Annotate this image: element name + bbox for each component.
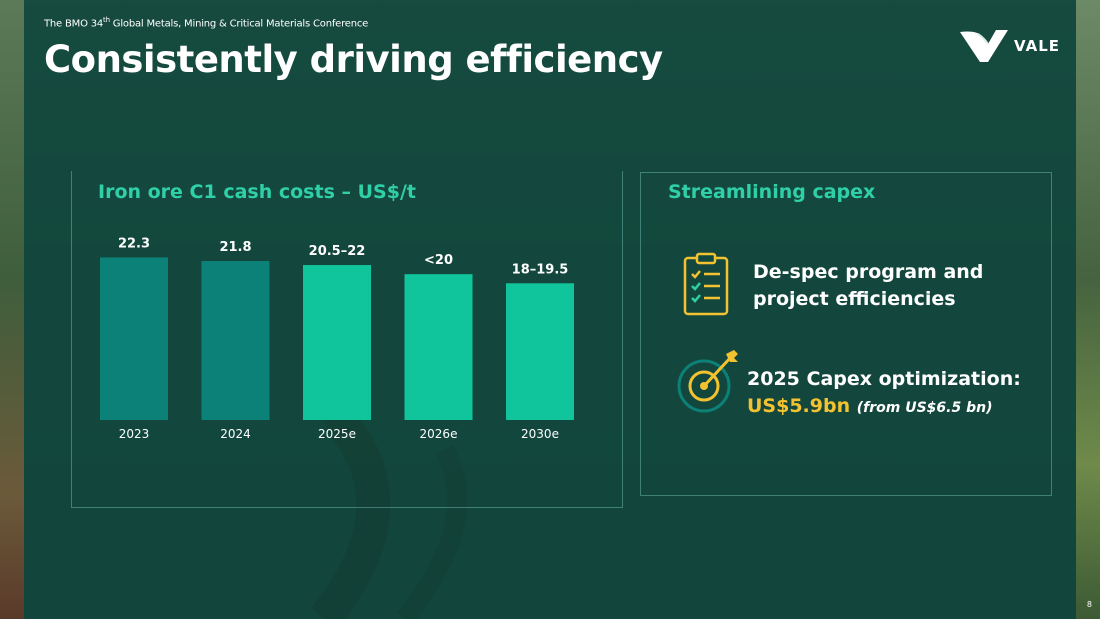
vale-v-icon [960, 30, 1008, 62]
capex-optimization-label: 2025 Capex optimization: [747, 368, 1021, 390]
capex-amount: US$5.9bn [747, 395, 851, 417]
bar-value-label: 21.8 [219, 240, 251, 255]
chart-title: Iron ore C1 cash costs – US$/t [98, 181, 416, 203]
chart-panel [71, 171, 623, 508]
bar-2026e [404, 274, 473, 420]
bar-2025e [303, 265, 371, 420]
cash-cost-bar-chart: 22.3 2023 21.8 2024 20.5–22 2025e <20 2026e 18–1… [100, 236, 574, 441]
conference-name: The BMO 34th Global Metals, Mining & Cri… [44, 16, 369, 30]
background-left-edge [0, 0, 24, 619]
background-right-edge [1076, 0, 1100, 619]
bar-value-label: 20.5–22 [309, 244, 366, 259]
target-arrow-icon [676, 346, 742, 418]
capex-panel [640, 172, 1052, 496]
vale-logo: VALE [958, 26, 1060, 66]
bar-2024 [201, 261, 270, 420]
category-label: 2025e [318, 427, 356, 441]
category-label: 2023 [119, 427, 150, 441]
clipboard-checklist-icon [682, 252, 730, 320]
category-label: 2024 [220, 427, 251, 441]
category-label: 2030e [521, 427, 559, 441]
bar-value-label: 18–19.5 [512, 262, 569, 277]
page-title: Consistently driving efficiency [44, 38, 663, 81]
capex-prior-note: (from US$6.5 bn) [856, 400, 993, 416]
category-label: 2026e [420, 427, 458, 441]
bar-2030e [506, 283, 574, 420]
logo-text: VALE [1014, 37, 1061, 55]
capex-amount-line: US$5.9bn (from US$6.5 bn) [747, 393, 1047, 422]
bar-value-label: <20 [424, 253, 453, 268]
capex-title: Streamlining capex [668, 181, 876, 203]
capex-optimization-text: 2025 Capex optimization: US$5.9bn (from … [747, 366, 1047, 422]
bar-2023 [100, 257, 168, 420]
bar-value-label: 22.3 [118, 236, 150, 251]
despec-program-text: De-spec program and project efficiencies [753, 261, 984, 310]
page-number: 8 [1086, 600, 1092, 609]
